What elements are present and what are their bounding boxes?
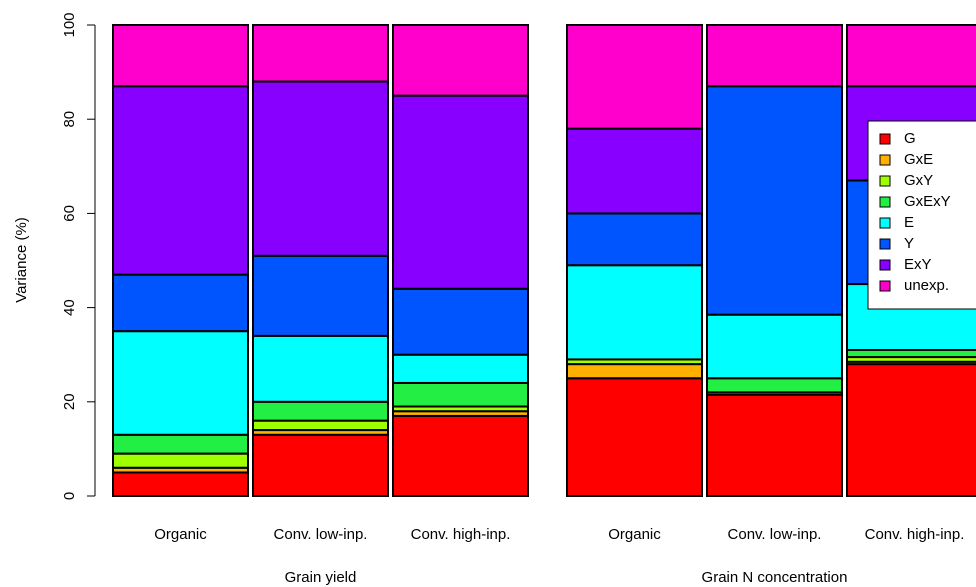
bar-segment	[252, 254, 389, 337]
bar-segment	[112, 85, 249, 276]
bar-segment	[252, 419, 389, 432]
legend-swatch	[879, 175, 891, 187]
legend-label: ExY	[904, 256, 932, 273]
bar-segment	[112, 433, 249, 455]
y-tick-label: 0	[61, 492, 78, 500]
legend-swatch	[879, 238, 891, 250]
bar-segment	[566, 363, 703, 380]
bar-segment	[112, 24, 249, 88]
bar-segment	[252, 400, 389, 422]
legend-label: unexp.	[904, 277, 949, 294]
y-tick-label: 40	[61, 299, 78, 316]
bar-segment	[846, 24, 976, 88]
legend-label: Y	[904, 235, 914, 252]
bar-segment	[846, 363, 976, 497]
bar-segment	[252, 80, 389, 257]
bar-segment	[566, 377, 703, 497]
legend-swatch	[879, 154, 891, 166]
x-tick-label: Conv. low-inp.	[274, 526, 368, 543]
legend-label: GxY	[904, 172, 933, 189]
legend-swatch	[879, 280, 891, 292]
legend-swatch	[879, 196, 891, 208]
y-axis-label: Variance (%)	[13, 217, 30, 303]
bar-segment	[706, 313, 843, 380]
legend-label: GxExY	[904, 193, 951, 210]
bar-segment	[392, 353, 529, 384]
legend-label: E	[904, 214, 914, 231]
bar-segment	[706, 85, 843, 316]
x-tick-label: Conv. high-inp.	[865, 526, 965, 543]
legend-label: GxE	[904, 151, 933, 168]
bar-segment	[112, 273, 249, 333]
bar-segment	[252, 334, 389, 403]
x-axis-label: Grain yield	[285, 569, 357, 586]
legend-swatch	[879, 259, 891, 271]
bar-segment	[252, 433, 389, 497]
legend-swatch	[879, 217, 891, 229]
bar-segment	[392, 414, 529, 497]
bar-segment	[392, 24, 529, 97]
bar-segment	[706, 377, 843, 394]
bar-segment	[706, 393, 843, 497]
x-tick-label: Organic	[608, 526, 661, 543]
bar-segment	[566, 127, 703, 215]
bar-segment	[392, 287, 529, 356]
legend-swatch	[879, 133, 891, 145]
legend-label: G	[904, 130, 916, 147]
bar-segment	[706, 24, 843, 88]
legend-box	[867, 120, 976, 310]
y-tick-label: 60	[61, 205, 78, 222]
x-tick-label: Conv. low-inp.	[728, 526, 822, 543]
bar-segment	[846, 348, 976, 359]
bar-segment	[566, 212, 703, 267]
bar-segment	[112, 471, 249, 498]
x-tick-label: Conv. high-inp.	[411, 526, 511, 543]
bar-segment	[392, 381, 529, 408]
bar-segment	[392, 94, 529, 290]
x-tick-label: Organic	[154, 526, 207, 543]
bar-segment	[566, 264, 703, 361]
y-tick-label: 20	[61, 393, 78, 410]
bar-segment	[112, 330, 249, 436]
y-tick-label: 80	[61, 111, 78, 128]
x-axis-label: Grain N concentration	[702, 569, 848, 586]
bar-segment	[112, 452, 249, 469]
bar-segment	[566, 24, 703, 130]
y-tick-label: 100	[61, 12, 78, 37]
bar-segment	[252, 24, 389, 83]
